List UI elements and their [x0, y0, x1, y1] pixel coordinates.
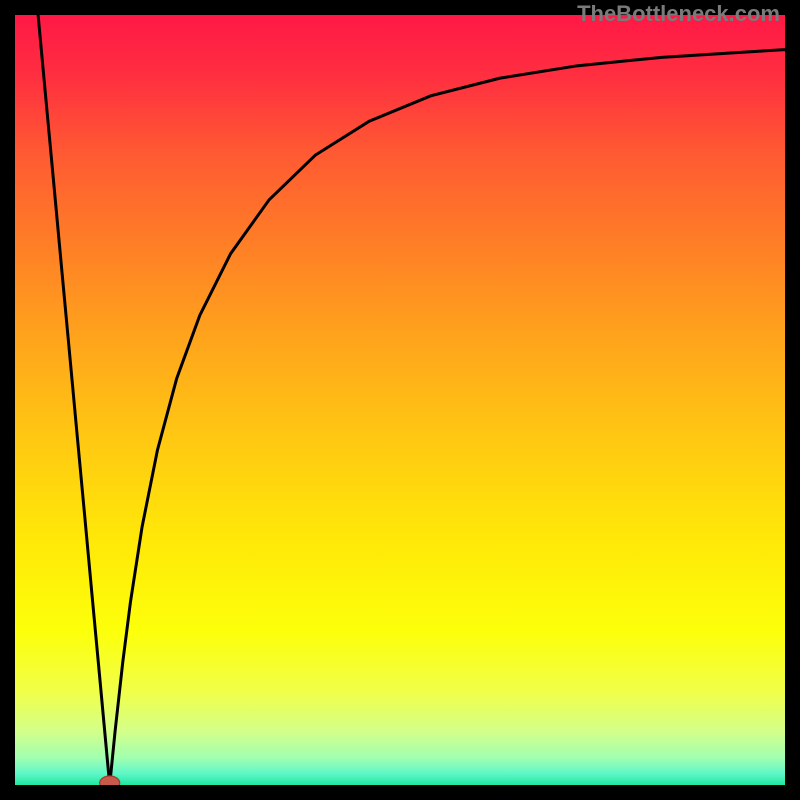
- plot-area: [15, 15, 785, 785]
- watermark-text: TheBottleneck.com: [577, 1, 780, 27]
- curve-left-branch: [38, 15, 110, 785]
- curve-right-branch: [110, 50, 785, 785]
- curve-layer: [15, 15, 785, 785]
- chart-container: TheBottleneck.com: [0, 0, 800, 800]
- minimum-marker: [100, 776, 120, 785]
